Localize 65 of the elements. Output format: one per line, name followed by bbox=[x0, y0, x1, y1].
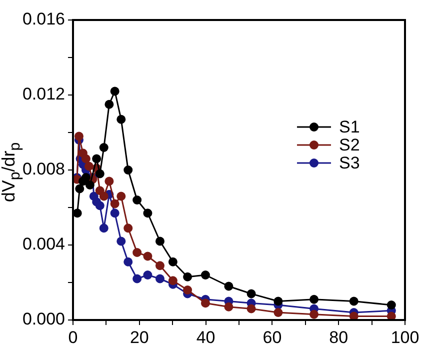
y-tick-label: 0.004 bbox=[22, 234, 65, 254]
y-tick-label: 0.016 bbox=[22, 10, 65, 29]
point bbox=[349, 312, 358, 320]
point bbox=[200, 270, 210, 280]
point bbox=[74, 132, 84, 141]
point bbox=[99, 192, 108, 201]
point bbox=[132, 274, 142, 284]
x-tick-label: 100 bbox=[390, 328, 420, 347]
point bbox=[274, 308, 283, 317]
point bbox=[143, 270, 152, 280]
point bbox=[99, 143, 108, 152]
point bbox=[124, 166, 133, 174]
point bbox=[224, 282, 234, 291]
x-tick-label: 60 bbox=[262, 328, 282, 347]
x-tick-label: 80 bbox=[329, 328, 348, 347]
point bbox=[110, 199, 120, 208]
point bbox=[104, 176, 114, 186]
point bbox=[386, 300, 396, 310]
point bbox=[224, 302, 234, 312]
point bbox=[95, 201, 104, 210]
legend-label: S3 bbox=[339, 154, 360, 173]
point bbox=[183, 272, 192, 282]
point bbox=[155, 236, 164, 246]
point bbox=[168, 257, 178, 266]
point bbox=[183, 286, 192, 294]
point bbox=[386, 312, 396, 320]
point bbox=[246, 304, 256, 314]
point bbox=[132, 248, 142, 257]
point bbox=[116, 192, 126, 201]
x-tick-label: 40 bbox=[196, 328, 216, 347]
point bbox=[84, 162, 94, 171]
point bbox=[110, 86, 120, 96]
point bbox=[75, 184, 84, 194]
point bbox=[168, 276, 178, 286]
y-tick-label: 0.012 bbox=[22, 84, 65, 104]
point bbox=[143, 252, 152, 261]
x-tick-label: 20 bbox=[130, 328, 149, 347]
point bbox=[92, 154, 102, 164]
point bbox=[143, 208, 152, 218]
point bbox=[116, 236, 126, 246]
point bbox=[349, 296, 358, 306]
point bbox=[274, 296, 283, 306]
point bbox=[124, 224, 133, 233]
point bbox=[310, 310, 319, 319]
point bbox=[155, 261, 164, 270]
y-tick-label: 0.000 bbox=[22, 310, 65, 329]
y-tick-label: 0.008 bbox=[22, 160, 65, 179]
legend-label: S1 bbox=[339, 118, 360, 137]
point bbox=[81, 173, 90, 182]
legend-label: S2 bbox=[339, 136, 360, 155]
point bbox=[116, 114, 126, 124]
point bbox=[124, 257, 133, 266]
point bbox=[132, 196, 142, 204]
point bbox=[85, 180, 94, 190]
x-tick-label: 0 bbox=[68, 328, 78, 347]
point bbox=[95, 169, 104, 178]
point bbox=[200, 298, 210, 308]
point bbox=[110, 208, 120, 218]
point bbox=[104, 100, 114, 109]
point bbox=[81, 154, 90, 164]
point bbox=[99, 224, 108, 233]
point bbox=[246, 289, 256, 298]
point bbox=[155, 274, 164, 284]
point bbox=[310, 294, 319, 304]
point bbox=[73, 208, 82, 218]
